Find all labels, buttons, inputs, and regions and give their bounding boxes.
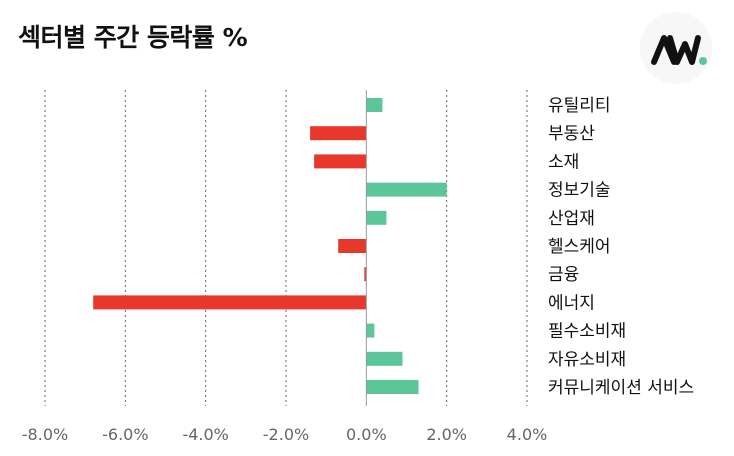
category-label: 금융 <box>548 265 579 285</box>
bar <box>366 210 387 225</box>
bar <box>364 267 367 282</box>
bar <box>314 154 367 169</box>
aw-logo-icon <box>651 35 707 65</box>
brand-logo <box>640 12 712 84</box>
x-tick-label: -2.0% <box>263 425 309 444</box>
bar <box>366 323 375 338</box>
x-tick-label: 0.0% <box>346 425 387 444</box>
bar <box>93 295 367 310</box>
category-label: 유틸리티 <box>548 96 611 116</box>
x-tick-label: -6.0% <box>102 425 148 444</box>
category-label: 자유소비재 <box>548 350 626 370</box>
x-tick-label: 2.0% <box>426 425 467 444</box>
category-label: 정보기술 <box>548 181 611 201</box>
category-label: 소재 <box>548 152 579 172</box>
x-tick-label: -4.0% <box>182 425 228 444</box>
bar <box>338 239 367 253</box>
bar <box>366 351 403 366</box>
category-label: 산업재 <box>548 209 595 229</box>
chart-title: 섹터별 주간 등락률 % <box>18 23 248 52</box>
category-label: 필수소비재 <box>548 322 626 342</box>
bar <box>310 126 367 141</box>
logo-dot <box>699 57 707 65</box>
category-label: 헬스케어 <box>548 237 611 257</box>
category-label: 부동산 <box>548 124 595 144</box>
x-tick-label: 4.0% <box>507 425 548 444</box>
bar <box>366 182 447 197</box>
bar <box>366 98 383 112</box>
category-label: 커뮤니케이션 서비스 <box>548 378 694 398</box>
category-label: 에너지 <box>548 293 595 313</box>
x-tick-label: -8.0% <box>22 425 68 444</box>
bar <box>366 380 419 394</box>
